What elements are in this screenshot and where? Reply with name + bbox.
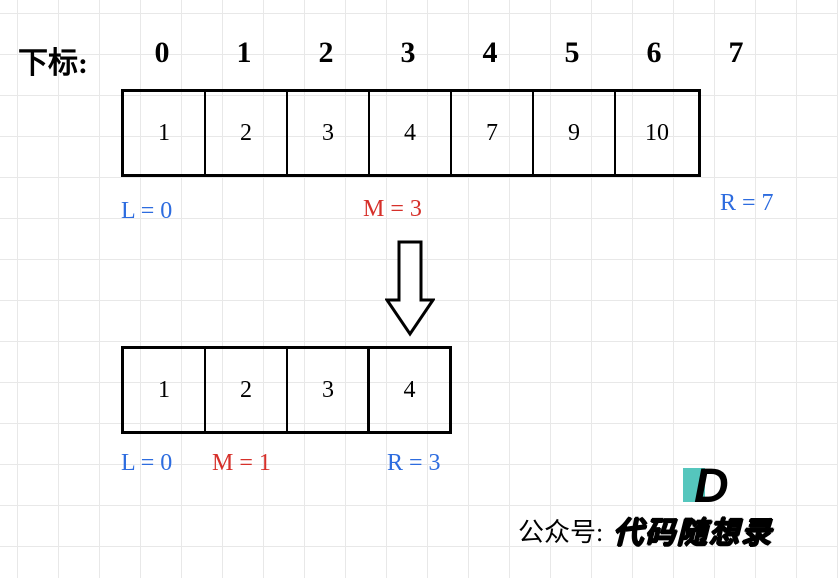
array-bottom: 1 2 3 4 [121, 346, 452, 434]
pointer-bottom-R: R = 3 [387, 450, 441, 477]
array-bottom-cell-2: 3 [288, 349, 370, 431]
index-num-3: 3 [367, 36, 449, 70]
array-top-cell-6: 10 [616, 92, 698, 174]
index-num-5: 5 [531, 36, 613, 70]
array-top-cell-3: 4 [370, 92, 452, 174]
index-numbers-row: 0 1 2 3 4 5 6 7 [121, 36, 777, 70]
array-bottom-cell-1: 2 [206, 349, 288, 431]
array-bottom-cell-3: 4 [367, 349, 449, 431]
svg-text:D: D [694, 462, 729, 506]
pointer-top-L: L = 0 [121, 198, 172, 225]
pointer-bottom-L: L = 0 [121, 450, 172, 477]
logo-icon: D [679, 462, 739, 506]
array-top-cell-4: 7 [452, 92, 534, 174]
pointer-top-R: R = 7 [720, 190, 774, 217]
index-num-2: 2 [285, 36, 367, 70]
array-top-cell-5: 9 [534, 92, 616, 174]
array-bottom-cell-0: 1 [124, 349, 206, 431]
index-num-7: 7 [695, 36, 777, 70]
index-num-0: 0 [121, 36, 203, 70]
index-num-1: 1 [203, 36, 285, 70]
pointer-bottom-M: M = 1 [212, 450, 271, 477]
index-num-4: 4 [449, 36, 531, 70]
array-top-cell-1: 2 [206, 92, 288, 174]
array-top-cell-2: 3 [288, 92, 370, 174]
index-label: 下标: [18, 38, 88, 82]
pointer-top-M: M = 3 [363, 196, 422, 223]
credit-label: 公众号: [518, 512, 603, 549]
array-top-cell-0: 1 [124, 92, 206, 174]
array-top: 1 2 3 4 7 9 10 [121, 89, 701, 177]
down-arrow-icon [385, 238, 435, 338]
credit-bold: 代码随想录 [613, 508, 773, 552]
index-num-6: 6 [613, 36, 695, 70]
